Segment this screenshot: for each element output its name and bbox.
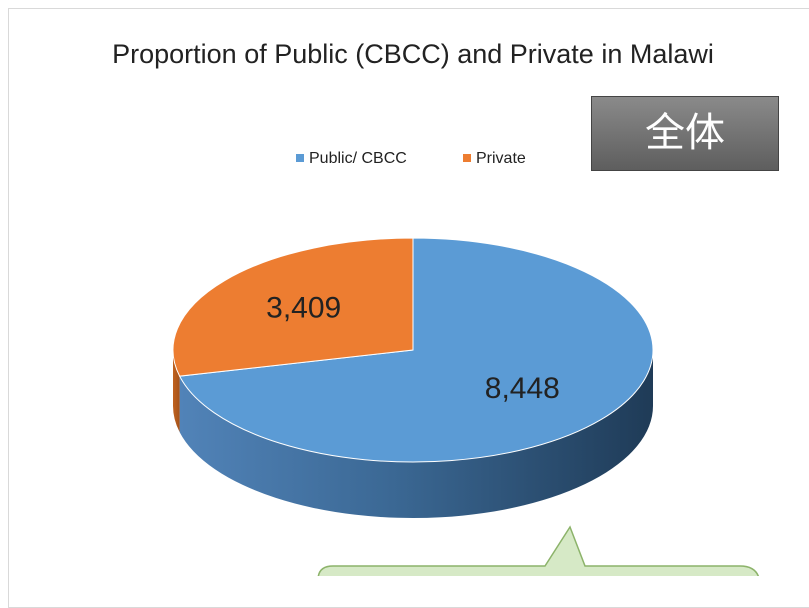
pie-slice [178, 237, 654, 463]
page: 8,448 3,409 Public/ CBCC Private Proportion… [8, 8, 809, 608]
legend-swatch [296, 154, 304, 162]
legend-swatch [463, 154, 471, 162]
annotation-box: 全体 [591, 96, 779, 171]
data-label: 8,448 [485, 372, 560, 405]
pie-side [173, 350, 180, 433]
pie-slice [172, 237, 414, 377]
chart-title: Proportion of Public (CBCC) and Private … [112, 39, 714, 69]
legend-label: Public/ CBCC [309, 150, 407, 167]
data-label: 3,409 [266, 292, 341, 325]
callout [317, 525, 760, 576]
chart: 8,448 3,409 Public/ CBCC Private [172, 150, 760, 576]
legend-label: Private [476, 150, 526, 167]
pie-side [179, 350, 653, 519]
